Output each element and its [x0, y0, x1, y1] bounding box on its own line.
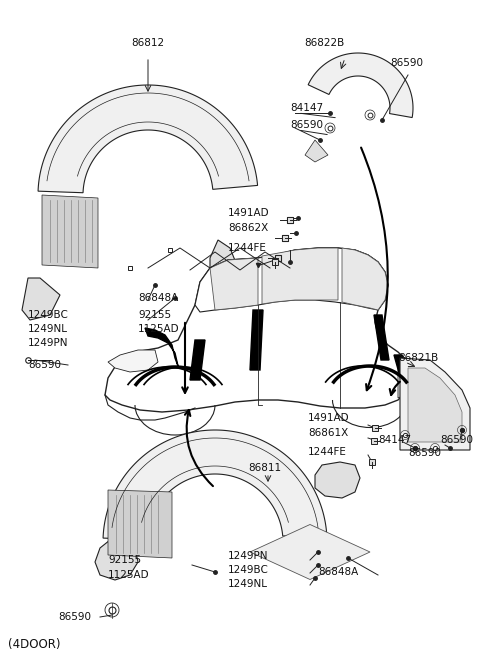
Text: 84147: 84147 [290, 103, 323, 113]
Polygon shape [342, 248, 388, 310]
Polygon shape [262, 248, 338, 304]
Text: (4DOOR): (4DOOR) [8, 638, 60, 651]
Text: 84147: 84147 [378, 435, 411, 445]
Polygon shape [210, 240, 238, 292]
Text: 1249PN: 1249PN [228, 551, 268, 561]
Polygon shape [108, 350, 158, 372]
Polygon shape [38, 85, 258, 193]
Text: 86590: 86590 [58, 612, 91, 622]
Polygon shape [374, 315, 389, 360]
Polygon shape [305, 140, 328, 162]
Text: 86848A: 86848A [318, 567, 358, 577]
Text: 1249PN: 1249PN [28, 338, 69, 348]
Polygon shape [42, 195, 98, 268]
Polygon shape [195, 248, 388, 312]
Polygon shape [400, 358, 470, 450]
Text: 86590: 86590 [28, 360, 61, 370]
Polygon shape [308, 53, 413, 117]
Text: 1249NL: 1249NL [228, 579, 268, 589]
Text: 86861X: 86861X [308, 428, 348, 438]
Polygon shape [105, 248, 412, 412]
Polygon shape [250, 525, 370, 579]
Polygon shape [315, 462, 360, 498]
Polygon shape [394, 355, 409, 380]
Polygon shape [145, 328, 178, 366]
Text: 1491AD: 1491AD [228, 208, 270, 218]
Polygon shape [408, 368, 462, 442]
Polygon shape [398, 355, 415, 398]
Text: 1244FE: 1244FE [228, 243, 267, 253]
Polygon shape [103, 430, 326, 540]
Text: 92155: 92155 [138, 310, 171, 320]
Text: 86590: 86590 [290, 120, 323, 130]
Text: 92155: 92155 [108, 555, 141, 565]
Text: 86590: 86590 [440, 435, 473, 445]
Polygon shape [108, 490, 172, 558]
Polygon shape [22, 278, 60, 320]
Polygon shape [250, 310, 263, 370]
Text: 86590: 86590 [408, 448, 441, 458]
Text: 1125AD: 1125AD [138, 324, 180, 334]
Text: 86862X: 86862X [228, 223, 268, 233]
Text: 1249NL: 1249NL [28, 324, 68, 334]
Polygon shape [210, 258, 258, 310]
Polygon shape [95, 540, 138, 580]
Text: 1491AD: 1491AD [308, 413, 349, 423]
Text: 86812: 86812 [132, 38, 165, 48]
Polygon shape [190, 340, 205, 380]
Text: 86821B: 86821B [398, 353, 438, 363]
Text: 1244FE: 1244FE [308, 447, 347, 457]
Text: 86822B: 86822B [304, 38, 344, 48]
Text: 86590: 86590 [390, 58, 423, 68]
Text: 1125AD: 1125AD [108, 570, 150, 580]
Text: 86848A: 86848A [138, 293, 178, 303]
Text: 1249BC: 1249BC [228, 565, 269, 575]
Text: 1249BC: 1249BC [28, 310, 69, 320]
Text: 86811: 86811 [248, 463, 281, 473]
